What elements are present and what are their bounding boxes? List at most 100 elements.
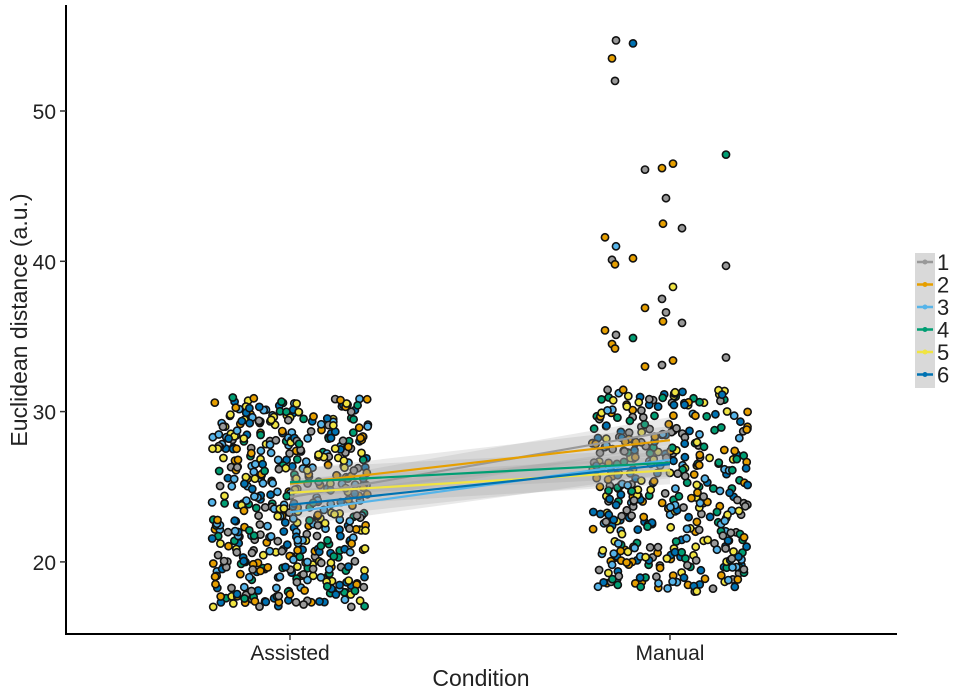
data-point <box>211 579 220 589</box>
data-point <box>335 531 345 541</box>
data-point <box>363 422 373 431</box>
data-point <box>693 488 702 497</box>
data-point <box>281 463 291 473</box>
data-point <box>678 387 687 397</box>
data-point <box>232 589 242 599</box>
data-point <box>620 446 629 456</box>
data-point <box>349 414 358 424</box>
data-point <box>716 423 726 432</box>
data-point <box>743 480 752 490</box>
data-point <box>679 573 689 583</box>
data-point <box>250 459 260 469</box>
data-point <box>338 436 348 446</box>
data-point <box>239 582 249 592</box>
data-point <box>232 444 241 454</box>
data-point <box>306 426 316 436</box>
outlier-point <box>668 282 678 292</box>
data-point <box>691 411 700 421</box>
data-point <box>695 450 705 460</box>
data-point <box>248 565 258 574</box>
data-point <box>638 412 648 422</box>
data-point <box>230 516 240 526</box>
data-point <box>695 429 704 439</box>
data-point <box>210 572 220 582</box>
data-point <box>643 522 652 531</box>
data-point <box>244 572 254 582</box>
data-point <box>359 582 369 592</box>
data-point <box>594 565 604 575</box>
outlier-point <box>628 39 638 48</box>
data-point <box>605 524 615 534</box>
data-point <box>218 453 228 463</box>
trend-line-3 <box>289 458 671 514</box>
data-point <box>239 506 249 516</box>
data-point <box>218 422 228 432</box>
data-point <box>680 400 689 410</box>
data-point <box>356 433 365 443</box>
data-point <box>720 516 730 526</box>
data-point <box>727 554 737 564</box>
data-point <box>742 425 752 434</box>
data-point <box>343 442 353 452</box>
data-point <box>261 597 271 607</box>
data-point <box>263 521 272 531</box>
data-point <box>608 395 618 405</box>
data-point <box>316 573 326 582</box>
legend-label: 5 <box>937 340 949 365</box>
data-point <box>634 397 644 407</box>
data-point <box>293 545 302 555</box>
data-point <box>215 539 225 548</box>
data-point <box>273 455 283 465</box>
outlier-point <box>721 150 731 159</box>
data-point <box>691 542 701 552</box>
data-point <box>622 402 632 411</box>
data-point <box>742 542 751 552</box>
data-point <box>239 556 249 566</box>
data-point <box>247 586 256 596</box>
data-point <box>695 397 704 407</box>
data-point <box>663 584 672 593</box>
data-point <box>712 545 722 555</box>
data-point <box>699 492 708 501</box>
data-point <box>734 433 744 443</box>
data-point <box>664 419 674 429</box>
data-point <box>227 583 236 593</box>
data-point <box>347 539 356 548</box>
data-point <box>685 426 694 436</box>
x-axis-title: Condition <box>432 665 529 691</box>
data-point <box>326 433 336 443</box>
data-point <box>683 560 692 570</box>
outlier-point <box>628 253 638 263</box>
data-point <box>608 574 617 584</box>
data-point <box>273 511 283 521</box>
data-point <box>673 469 683 478</box>
data-point <box>728 563 737 572</box>
data-point <box>694 460 704 470</box>
data-point <box>692 517 702 527</box>
data-point <box>322 582 332 591</box>
data-point <box>216 592 226 601</box>
data-point <box>629 495 639 505</box>
data-point <box>239 479 249 489</box>
data-point <box>328 420 338 430</box>
outlier-point <box>721 261 731 271</box>
data-point <box>299 570 308 579</box>
data-point <box>329 552 339 561</box>
outlier-point <box>610 344 620 353</box>
data-point <box>273 536 283 546</box>
legend-label: 4 <box>937 318 949 343</box>
data-point <box>230 526 240 536</box>
data-point <box>277 426 287 436</box>
data-point <box>249 393 259 403</box>
outlier-point <box>600 232 610 242</box>
data-point <box>208 444 217 454</box>
data-point <box>279 504 289 513</box>
data-point <box>355 596 365 606</box>
outlier-point <box>661 193 671 203</box>
data-point <box>717 390 727 400</box>
data-point <box>268 478 278 488</box>
trend-line-1 <box>289 430 671 499</box>
data-point <box>303 433 313 443</box>
data-point <box>658 393 668 403</box>
data-point <box>245 418 255 428</box>
